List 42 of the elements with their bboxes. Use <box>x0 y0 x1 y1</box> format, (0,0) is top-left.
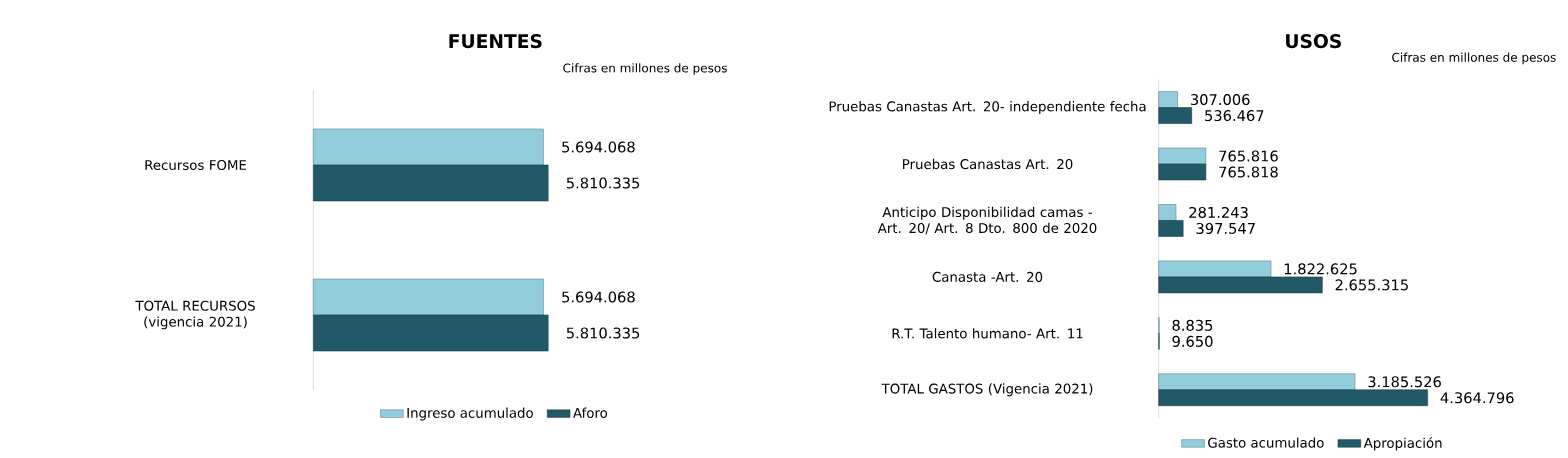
data-label: 397.547 <box>1196 222 1255 234</box>
bar <box>1158 147 1207 165</box>
data-label: 1.822.625 <box>1284 263 1357 275</box>
bar <box>1158 373 1356 391</box>
y-tick-label: Pruebas Canastas Art. 20- independiente fecha <box>829 101 1146 115</box>
data-label: 5.810.335 <box>566 177 640 189</box>
bar <box>1158 260 1272 278</box>
data-label: 3.185.526 <box>1368 376 1441 388</box>
bar <box>1158 204 1177 221</box>
y-tick-label: R.T. Talento humano- Art. 11 <box>892 328 1083 339</box>
y-tick-label: Canasta -Art. 20 <box>932 271 1043 282</box>
data-label: 4.364.796 <box>1440 392 1514 404</box>
legend-label: Gasto acumulado <box>1208 437 1324 448</box>
data-label: 5.810.335 <box>566 327 640 339</box>
bar <box>1158 220 1184 237</box>
data-label: 307.006 <box>1190 94 1250 106</box>
y-tick-label: Anticipo Disponibilidad camas - Art. 20/ Art. 8 Dto. 800 de 2020 <box>877 206 1097 235</box>
bar <box>1158 276 1323 294</box>
bar <box>1158 389 1428 407</box>
bar <box>1158 107 1192 124</box>
chart-title: FUENTES <box>449 34 542 49</box>
data-label: 536.467 <box>1205 110 1264 122</box>
y-tick-label: TOTAL GASTOS (Vigencia 2021) <box>881 383 1093 397</box>
data-label: 281.243 <box>1189 206 1248 218</box>
data-label: 5.694.068 <box>562 141 635 153</box>
y-tick-label: Pruebas Canastas Art. 20 <box>903 158 1073 170</box>
legend-label: Ingreso acumulado <box>407 407 533 421</box>
data-label: 765.816 <box>1219 150 1278 162</box>
bar <box>1158 163 1207 181</box>
text: Cifras en millones de pesos <box>1392 52 1556 65</box>
bar <box>1158 91 1178 108</box>
legend-label: Apropiación <box>1363 437 1442 451</box>
data-label: 5.694.068 <box>562 291 635 303</box>
chart-title: USOS <box>1286 34 1341 49</box>
legend-label: Aforo <box>573 407 608 418</box>
data-label: 8.835 <box>1172 319 1213 331</box>
data-label: 2.655.315 <box>1335 279 1408 291</box>
y-tick-label: Recursos FOME <box>145 159 247 171</box>
data-label: 9.650 <box>1172 335 1213 347</box>
y-tick-label: TOTAL RECURSOS (vigencia 2021) <box>135 300 255 330</box>
text: Cifras en millones de pesos <box>563 63 727 75</box>
data-label: 765.818 <box>1219 166 1278 178</box>
